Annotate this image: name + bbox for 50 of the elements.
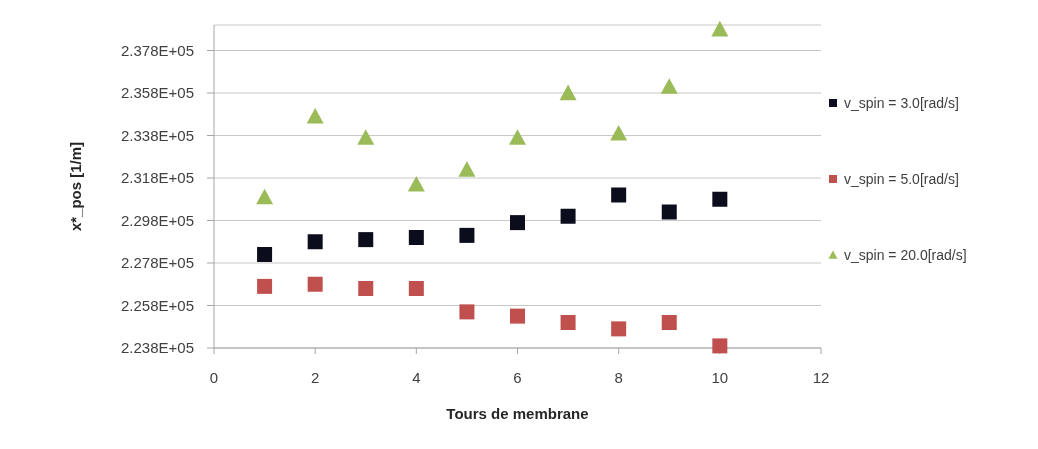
point <box>712 338 728 354</box>
x-tick-label: 4 <box>412 368 421 386</box>
point <box>510 215 525 231</box>
y-tick-label: 2.298E+05 <box>121 211 194 229</box>
point <box>510 308 525 324</box>
point <box>611 321 627 337</box>
x-tick-label: 6 <box>513 368 522 386</box>
y-tick-label: 2.258E+05 <box>121 296 194 314</box>
x-tick-label: 12 <box>812 368 830 386</box>
y-tick-label: 2.338E+05 <box>121 126 194 144</box>
point <box>307 234 323 250</box>
point <box>459 227 475 243</box>
y-axis-title: x*_pos [1/m] <box>66 141 84 232</box>
y-tick-label: 2.278E+05 <box>121 254 194 272</box>
point <box>611 187 627 203</box>
point <box>712 191 728 207</box>
point <box>610 124 628 141</box>
point <box>407 175 425 192</box>
point <box>458 161 476 177</box>
point <box>711 20 729 37</box>
point <box>358 281 374 296</box>
y-tick-label: 2.238E+05 <box>121 339 194 357</box>
point <box>307 276 323 292</box>
point <box>661 204 677 220</box>
y-tick-label: 2.318E+05 <box>121 169 194 187</box>
point <box>559 84 577 101</box>
point <box>560 208 576 224</box>
x-tick-label: 2 <box>310 368 320 386</box>
y-tick-label: 2.378E+05 <box>121 41 194 59</box>
point <box>358 232 374 248</box>
y-tick-label: 2.358E+05 <box>121 84 194 102</box>
point <box>408 230 424 245</box>
point <box>660 78 678 94</box>
x-axis-title: Tours de membrane <box>446 404 589 422</box>
point <box>306 107 324 124</box>
x-tick-label: 8 <box>614 368 623 386</box>
point <box>459 304 475 320</box>
point <box>257 247 273 262</box>
legend-label: v_spin = 20.0[rad/s] <box>844 247 967 263</box>
x-tick-label: 10 <box>711 368 729 386</box>
point <box>357 129 375 145</box>
legend-label: v_spin = 3.0[rad/s] <box>844 95 959 111</box>
point <box>257 278 273 294</box>
x-tick-label: 0 <box>209 368 219 386</box>
point <box>661 315 677 330</box>
point <box>256 188 274 205</box>
point <box>560 315 576 330</box>
point <box>408 281 424 296</box>
point <box>509 129 526 145</box>
legend-label: v_spin = 5.0[rad/s] <box>844 171 959 187</box>
